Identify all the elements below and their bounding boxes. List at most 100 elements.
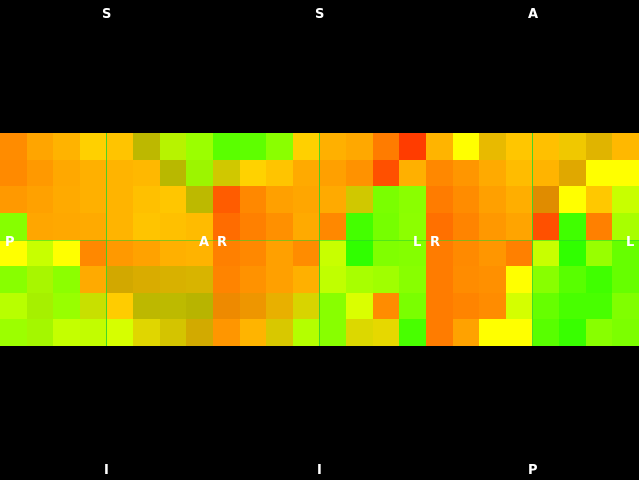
sagittal-voxel <box>292 319 320 346</box>
axial-voxel <box>479 186 506 213</box>
sagittal-voxel <box>292 239 320 267</box>
axial-voxel <box>479 266 506 293</box>
sagittal-voxel <box>213 292 240 320</box>
sagittal-voxel <box>399 239 426 267</box>
axial-voxel <box>426 292 453 320</box>
sagittal-voxel <box>266 186 293 213</box>
coronal-voxel <box>0 319 27 346</box>
sagittal-heatmap[interactable] <box>213 133 426 346</box>
axial-heatmap[interactable] <box>426 133 639 346</box>
coronal-voxel <box>106 266 134 293</box>
axial-voxel <box>585 186 613 213</box>
axial-voxel <box>612 292 639 320</box>
coronal-voxel <box>106 319 134 346</box>
axial-voxel <box>532 133 560 160</box>
axial-voxel <box>532 186 560 213</box>
sagittal-voxel <box>346 319 373 346</box>
axial-voxel <box>612 212 639 240</box>
axial-voxel <box>452 186 480 213</box>
sagittal-top-label: S <box>315 7 325 22</box>
sagittal-voxel <box>372 186 400 213</box>
axial-voxel <box>452 319 480 346</box>
axial-voxel <box>585 319 613 346</box>
axial-voxel <box>452 159 480 187</box>
coronal-voxel <box>0 292 27 320</box>
axial-voxel <box>479 239 506 267</box>
sagittal-voxel <box>266 266 293 293</box>
coronal-view[interactable]: S I P A <box>0 0 213 480</box>
sagittal-voxel <box>319 186 347 213</box>
coronal-voxel <box>159 319 187 346</box>
coronal-voxel <box>133 266 160 293</box>
coronal-voxel <box>159 212 187 240</box>
axial-voxel <box>612 186 639 213</box>
sagittal-voxel <box>239 133 267 160</box>
coronal-voxel <box>26 212 54 240</box>
axial-voxel <box>532 319 560 346</box>
sagittal-voxel <box>213 186 240 213</box>
axial-voxel <box>479 212 506 240</box>
axial-voxel <box>479 133 506 160</box>
coronal-voxel <box>186 292 213 320</box>
coronal-right-label: A <box>199 235 210 250</box>
coronal-voxel <box>79 239 107 267</box>
sagittal-bottom-label: I <box>317 463 322 478</box>
coronal-bottom-label: I <box>104 463 109 478</box>
axial-voxel <box>612 266 639 293</box>
axial-voxel <box>452 133 480 160</box>
coronal-voxel <box>133 186 160 213</box>
sagittal-voxel <box>213 133 240 160</box>
coronal-voxel <box>159 133 187 160</box>
axial-voxel <box>452 266 480 293</box>
sagittal-crosshair-horizontal <box>213 240 426 241</box>
sagittal-voxel <box>346 239 373 267</box>
coronal-voxel <box>0 266 27 293</box>
coronal-voxel <box>133 239 160 267</box>
sagittal-voxel <box>346 133 373 160</box>
sagittal-voxel <box>372 292 400 320</box>
axial-voxel <box>585 239 613 267</box>
sagittal-voxel <box>266 212 293 240</box>
axial-voxel <box>559 159 586 187</box>
coronal-voxel <box>79 319 107 346</box>
coronal-voxel <box>133 292 160 320</box>
coronal-voxel <box>53 212 80 240</box>
sagittal-view[interactable]: S I R L <box>213 0 426 480</box>
axial-voxel <box>505 319 533 346</box>
axial-crosshair-horizontal <box>426 240 639 241</box>
sagittal-voxel <box>239 319 267 346</box>
sagittal-voxel <box>239 292 267 320</box>
sagittal-voxel <box>372 212 400 240</box>
coronal-voxel <box>79 266 107 293</box>
coronal-voxel <box>159 159 187 187</box>
coronal-voxel <box>79 292 107 320</box>
axial-voxel <box>426 159 453 187</box>
sagittal-voxel <box>372 159 400 187</box>
axial-voxel <box>585 212 613 240</box>
axial-voxel <box>559 186 586 213</box>
axial-voxel <box>505 159 533 187</box>
axial-voxel <box>426 239 453 267</box>
sagittal-voxel <box>266 292 293 320</box>
coronal-heatmap[interactable] <box>0 133 213 346</box>
coronal-voxel <box>0 186 27 213</box>
sagittal-voxel <box>292 212 320 240</box>
axial-view[interactable]: A P R L <box>426 0 639 480</box>
axial-voxel <box>585 159 613 187</box>
sagittal-voxel <box>399 212 426 240</box>
coronal-voxel <box>159 292 187 320</box>
sagittal-voxel <box>319 292 347 320</box>
axial-voxel <box>612 239 639 267</box>
sagittal-voxel <box>399 319 426 346</box>
axial-voxel <box>612 319 639 346</box>
coronal-voxel <box>0 133 27 160</box>
coronal-voxel <box>26 266 54 293</box>
coronal-voxel <box>186 239 213 267</box>
coronal-voxel <box>0 212 27 240</box>
axial-voxel <box>505 186 533 213</box>
coronal-voxel <box>0 239 27 267</box>
axial-voxel <box>479 319 506 346</box>
coronal-voxel <box>186 133 213 160</box>
sagittal-voxel <box>213 159 240 187</box>
